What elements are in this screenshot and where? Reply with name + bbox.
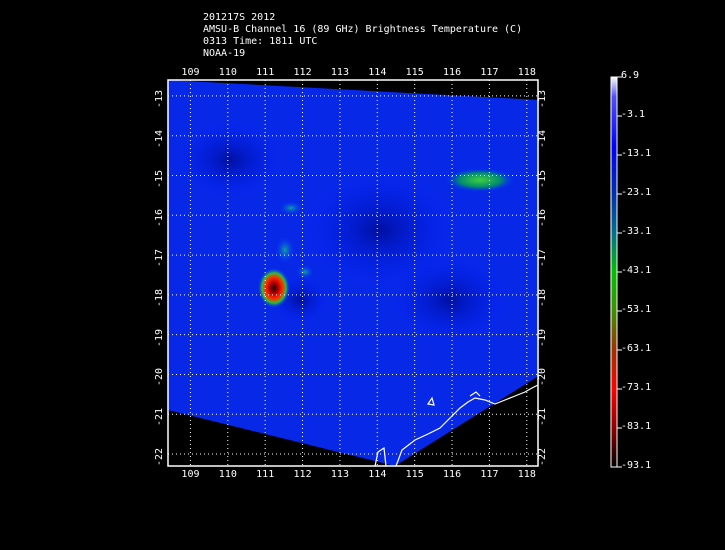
coastline: [374, 384, 539, 467]
lon-tick-top: 116: [443, 67, 462, 78]
colorbar-label: -23.1: [621, 187, 652, 198]
lat-tick-left: -19: [154, 328, 165, 347]
colorbar-label: -93.1: [621, 460, 652, 471]
lat-tick-right: -18: [537, 288, 548, 307]
colorbar-label: -3.1: [621, 109, 646, 120]
lon-tick-bottom: 109: [181, 469, 200, 480]
colorbar-label: -33.1: [621, 226, 652, 237]
lat-tick-left: -20: [154, 368, 165, 387]
colorbar-label: -53.1: [621, 304, 652, 315]
lon-tick-bottom: 111: [256, 469, 275, 480]
colorbar-label: -13.1: [621, 148, 652, 159]
title-line-4: NOAA-19: [203, 48, 246, 59]
title-line-1: 201217S 2012: [203, 12, 276, 23]
title-line-2: AMSU-B Channel 16 (89 GHz) Brightness Te…: [203, 24, 523, 35]
colorbar-label: -83.1: [621, 421, 652, 432]
colorbar-label: -73.1: [621, 382, 652, 393]
lat-tick-right: -13: [537, 89, 548, 108]
lon-tick-bottom: 116: [443, 469, 462, 480]
lat-tick-right: -19: [537, 328, 548, 347]
lon-tick-top: 112: [293, 67, 312, 78]
convection-east: [445, 168, 515, 192]
lat-tick-right: -17: [537, 249, 548, 268]
lon-tick-bottom: 117: [480, 469, 499, 480]
plot-frame: [167, 79, 539, 467]
lon-tick-top: 109: [181, 67, 200, 78]
lat-tick-left: -13: [154, 89, 165, 108]
lon-tick-top: 110: [218, 67, 237, 78]
lat-tick-right: -14: [537, 129, 548, 148]
lat-tick-right: -16: [537, 209, 548, 228]
lat-tick-left: -21: [154, 408, 165, 427]
lon-tick-bottom: 115: [405, 469, 424, 480]
grid-lines: [168, 80, 538, 466]
lat-tick-right: -21: [537, 408, 548, 427]
lon-tick-top: 111: [256, 67, 275, 78]
lon-tick-top: 115: [405, 67, 424, 78]
lat-tick-left: -15: [154, 169, 165, 188]
storm-core: [258, 268, 290, 308]
colorbar-label: 6.9: [621, 70, 640, 81]
lat-tick-left: -16: [154, 209, 165, 228]
lon-tick-top: 118: [517, 67, 536, 78]
lat-tick-right: -20: [537, 368, 548, 387]
colorbar: [610, 76, 618, 468]
lat-tick-left: -22: [154, 447, 165, 467]
lon-tick-bottom: 114: [368, 469, 387, 480]
lat-tick-right: -22: [537, 447, 548, 467]
title-line-3: 0313 Time: 1811 UTC: [203, 36, 318, 47]
lon-tick-top: 117: [480, 67, 499, 78]
swath: [168, 80, 538, 466]
lon-tick-top: 114: [368, 67, 387, 78]
chart-title: 201217S 2012 AMSU-B Channel 16 (89 GHz) …: [203, 12, 522, 60]
lon-tick-bottom: 118: [517, 469, 536, 480]
lon-tick-bottom: 113: [330, 469, 349, 480]
lat-tick-left: -18: [154, 288, 165, 307]
colorbar-label: -43.1: [621, 265, 652, 276]
colorbar-label: -63.1: [621, 343, 652, 354]
lat-tick-right: -15: [537, 169, 548, 188]
lat-tick-left: -17: [154, 249, 165, 268]
lon-tick-top: 113: [330, 67, 349, 78]
lon-tick-bottom: 112: [293, 469, 312, 480]
lat-tick-left: -14: [154, 129, 165, 148]
lon-tick-bottom: 110: [218, 469, 237, 480]
